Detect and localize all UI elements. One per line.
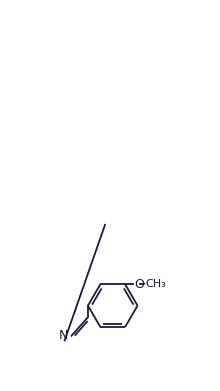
Text: O: O — [134, 278, 144, 291]
Text: N: N — [59, 329, 69, 342]
Text: CH₃: CH₃ — [145, 279, 166, 289]
